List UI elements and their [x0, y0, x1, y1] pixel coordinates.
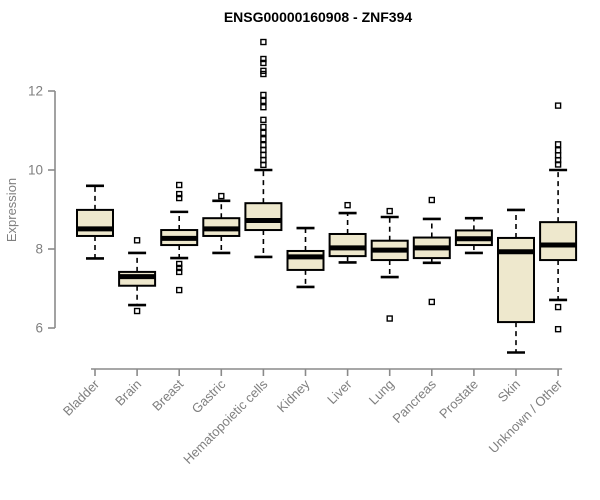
outlier-point [260, 91, 267, 99]
chart-title: ENSG00000160908 - ZNF394 [224, 9, 413, 25]
iqr-box [286, 249, 325, 271]
x-tick-label-brain: Brain [112, 377, 144, 409]
y-tick-label: 8 [35, 242, 43, 257]
x-tick-label-lung: Lung [366, 377, 397, 408]
x-tick-label-kidney: Kidney [274, 376, 313, 415]
outlier-point [260, 161, 267, 169]
y-tick-label: 10 [28, 163, 43, 178]
boxplot-brain [118, 237, 157, 315]
x-tick-label-pancreas: Pancreas [389, 376, 439, 426]
outlier-point [260, 38, 267, 46]
outlier-point [218, 192, 225, 200]
y-tick-label: 6 [35, 321, 43, 336]
boxplot-bladder [76, 184, 114, 260]
outlier-point [175, 194, 183, 202]
outlier-point [260, 123, 267, 131]
outlier-point [386, 207, 393, 215]
iqr-box [328, 232, 367, 258]
x-tick-label-gastric: Gastric [189, 376, 229, 416]
outlier-point [175, 268, 183, 276]
y-axis: 6 8 10 12 Expression [4, 84, 56, 336]
outlier-point [175, 190, 183, 198]
boxplot-skin [497, 208, 535, 354]
outlier-point [175, 286, 183, 294]
x-tick-label-prostate: Prostate [436, 377, 481, 422]
outlier-point [133, 307, 141, 315]
boxplot-gastric [202, 192, 241, 255]
boxplot-hematopoietic-cells [244, 38, 283, 259]
boxplot-unknown-other [539, 102, 578, 333]
outlier-point [260, 151, 267, 159]
outlier-point [554, 147, 562, 154]
outlier-point [386, 315, 393, 322]
outlier-point [554, 141, 562, 148]
outlier-point [260, 116, 267, 124]
outlier-point [175, 260, 183, 268]
boxplot-lung [370, 207, 409, 322]
outlier-point [428, 196, 435, 204]
outlier-point [260, 59, 267, 67]
outlier-point [554, 325, 562, 333]
outlier-point [260, 97, 267, 105]
y-axis-title: Expression [4, 178, 19, 242]
outlier-point [260, 70, 267, 78]
outlier-point [133, 237, 141, 244]
outlier-point [554, 161, 562, 168]
outlier-point [175, 264, 183, 272]
boxplot-liver [328, 201, 367, 264]
x-tick-label-liver: Liver [324, 376, 355, 407]
outlier-point [554, 303, 562, 311]
outlier-point [260, 55, 267, 63]
iqr-box [244, 202, 283, 232]
outlier-point [428, 298, 435, 306]
boxplot-breast [160, 181, 199, 294]
outlier-point [344, 201, 351, 209]
outlier-point [260, 103, 267, 111]
outlier-point [554, 102, 562, 109]
x-tick-label-breast: Breast [149, 376, 186, 413]
boxplot-kidney [286, 226, 325, 289]
outlier-point [175, 181, 183, 189]
x-tick-label-bladder: Bladder [60, 376, 103, 419]
outlier-point [260, 135, 267, 143]
iqr-box [76, 208, 114, 237]
x-tick-label-unknown-other: Unknown / Other [486, 376, 566, 456]
boxplot-pancreas [412, 196, 451, 306]
x-tick-label-skin: Skin [495, 377, 523, 405]
outlier-point [260, 129, 267, 137]
boxplot-prostate [454, 216, 493, 255]
y-tick-label: 12 [28, 84, 43, 99]
iqr-box [539, 221, 578, 262]
